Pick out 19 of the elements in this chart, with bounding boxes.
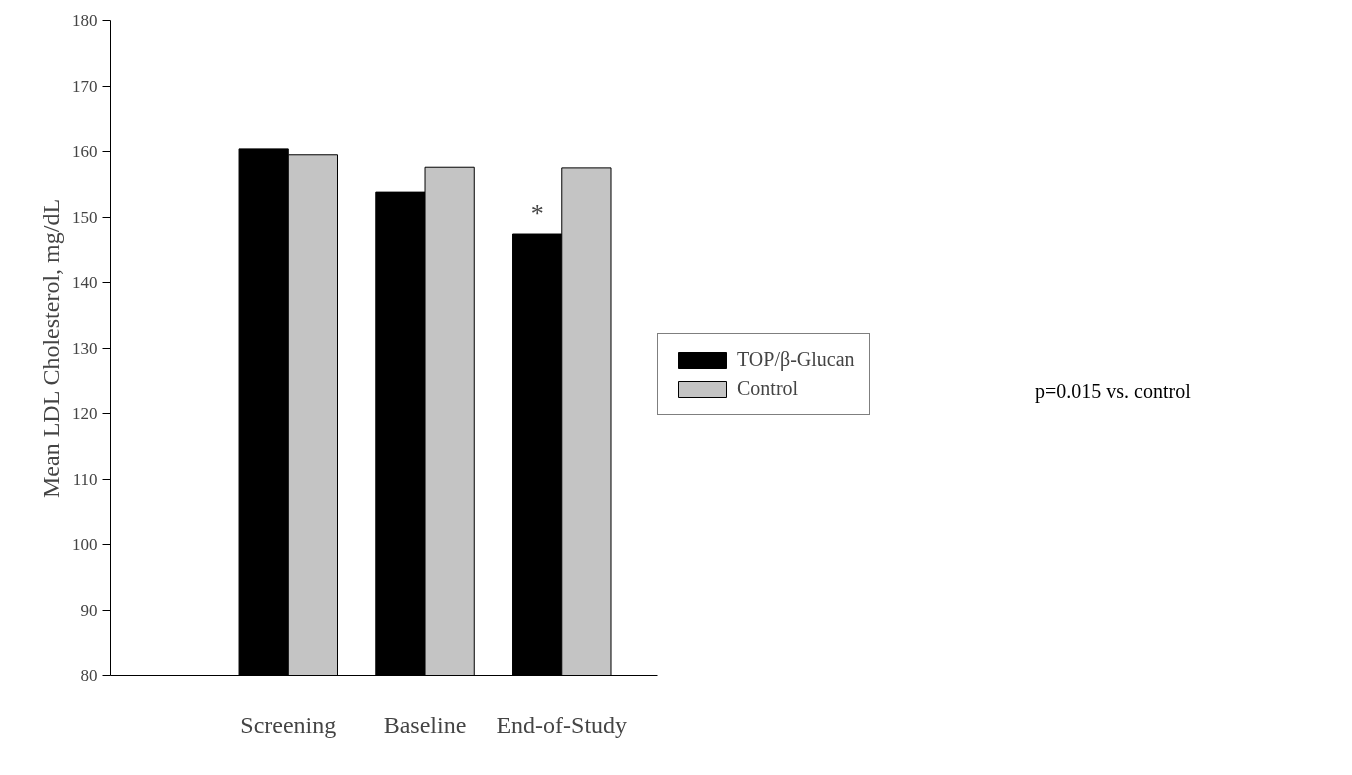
y-tick-label: 80: [80, 666, 98, 685]
y-tick-label: 130: [72, 338, 98, 358]
y-tick-label: 170: [72, 76, 98, 96]
y-tick-label: 160: [72, 142, 98, 161]
text: p=0.015 vs. control: [1035, 379, 1191, 405]
y-tick-label: 110: [72, 469, 98, 489]
legend-label: TOP/β-Glucan: [737, 348, 855, 371]
legend-label: Control: [737, 377, 799, 400]
x-tick-label: Screening: [240, 711, 337, 738]
y-tick-label: 140: [72, 273, 98, 292]
y-tick-label: 100: [72, 535, 98, 554]
y-tick-label: 120: [72, 404, 98, 423]
annotation: *: [530, 199, 544, 229]
y-tick-label: 90: [80, 600, 98, 620]
y-tick-label: 150: [72, 207, 98, 227]
x-tick-label: Baseline: [383, 711, 467, 738]
y-axis-title: Mean LDL Cholesterol, mg/dL: [38, 198, 64, 498]
y-tick-label: 180: [72, 11, 98, 30]
x-tick-label: End-of-Study: [496, 711, 628, 738]
